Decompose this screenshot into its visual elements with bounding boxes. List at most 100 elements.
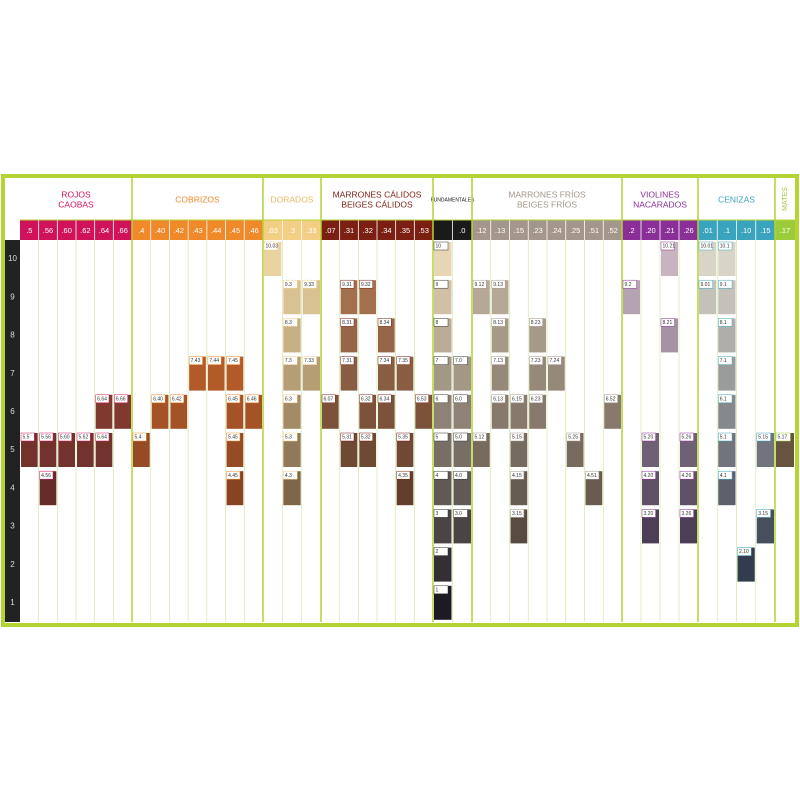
swatch-tag [510, 394, 525, 404]
swatch-color [39, 471, 57, 506]
swatch-tag [433, 241, 449, 251]
swatch-color [756, 509, 774, 544]
swatch: 7.1 [718, 356, 736, 391]
swatch-label: 8.31 [342, 320, 352, 326]
swatch-color [226, 356, 244, 391]
swatch: 10.01 [698, 241, 717, 276]
swatch-tag [453, 470, 468, 480]
swatch-color [510, 471, 528, 506]
swatch-tag [679, 509, 694, 518]
swatch-tag [604, 394, 618, 404]
swatch-color [491, 318, 509, 353]
swatch: 4.45 [226, 470, 244, 506]
shade-code: .10 [741, 226, 751, 235]
swatch: 2 [433, 547, 452, 582]
level-label: 9 [10, 292, 15, 301]
swatch: 10.03 [263, 241, 282, 276]
swatch-label: 4 [436, 473, 439, 479]
swatch: 7.35 [396, 356, 414, 391]
swatch-label: 9.32 [361, 282, 371, 288]
swatch-tag [718, 241, 733, 251]
shade-code: .31 [344, 226, 354, 235]
swatch-tag [433, 356, 449, 365]
swatch-label: 4.0 [455, 473, 462, 479]
swatch-color [434, 433, 452, 467]
swatch-color [434, 318, 452, 353]
swatch-color [699, 242, 717, 276]
swatch-tag [660, 318, 675, 327]
swatch-tag [698, 279, 714, 289]
swatch-color [434, 509, 452, 544]
swatch-tag [302, 356, 317, 365]
swatch: 9.33 [302, 279, 320, 315]
swatch-label: 8.13 [493, 320, 503, 326]
shade-code: .03 [267, 226, 277, 235]
swatch: 3 [433, 509, 452, 544]
swatch: 3.26 [679, 509, 697, 544]
swatch-color [718, 242, 736, 276]
swatch: 4.0 [453, 470, 471, 506]
swatch-label: 6.66 [116, 396, 126, 402]
swatch-label: 6 [436, 396, 439, 402]
swatch: 6.15 [510, 394, 528, 429]
swatch-color [226, 433, 244, 467]
swatch-label: 6.3 [285, 396, 292, 402]
group-title: DORADOS [271, 194, 314, 204]
swatch: 9 [433, 279, 452, 315]
swatch-color [378, 318, 395, 353]
swatch-color [434, 242, 452, 276]
swatch-color [491, 280, 509, 315]
swatch-label: 8.1 [720, 320, 727, 326]
swatch-label: 4.35 [398, 473, 408, 479]
swatch-label: 7.44 [209, 358, 219, 364]
swatch-label: 3.15 [758, 511, 768, 517]
swatch-color [283, 471, 301, 506]
swatch-tag [679, 470, 694, 480]
swatch: 4.56 [39, 470, 57, 506]
swatch-label: 3.15 [512, 511, 522, 517]
swatch: 5.1 [718, 432, 736, 467]
shade-code: .43 [192, 226, 202, 235]
swatch-color [340, 433, 358, 467]
swatch: 5.0 [453, 432, 471, 467]
swatch-tag [226, 470, 241, 480]
swatch: 5.32 [359, 432, 376, 467]
swatch-color [491, 356, 509, 391]
swatch-label: 5.1 [720, 435, 727, 441]
swatch-color [566, 433, 584, 467]
swatch-color [226, 394, 244, 429]
swatch: 4.51 [585, 470, 603, 506]
swatch-color [340, 356, 358, 391]
swatch-color [207, 356, 225, 391]
swatch-color [415, 394, 432, 429]
shade-code: .07 [325, 226, 335, 235]
swatch-color [604, 394, 621, 429]
swatch-color [434, 356, 452, 391]
swatch: 3.20 [641, 509, 659, 544]
swatch-label: 7.13 [493, 358, 503, 364]
swatch: 5.56 [39, 432, 57, 467]
swatch-label: 7.23 [531, 358, 541, 364]
swatch-color [473, 280, 490, 315]
swatch-tag [396, 470, 411, 480]
swatch-tag [756, 509, 771, 518]
swatch: 6.40 [151, 394, 169, 429]
swatch-color [340, 318, 358, 353]
swatch-color [718, 471, 736, 506]
swatch-color [21, 433, 38, 467]
swatch-label: 5.31 [342, 435, 352, 441]
swatch-tag [453, 356, 468, 365]
swatch-label: 4.56 [41, 473, 51, 479]
swatch-tag [433, 394, 449, 404]
swatch-tag [377, 318, 392, 327]
swatch: 7.3 [283, 356, 301, 391]
swatch-tag [170, 394, 185, 404]
swatch-color [737, 547, 755, 582]
swatch: 5.20 [641, 432, 659, 467]
swatch-tag [188, 356, 203, 365]
level-label: 4 [10, 483, 15, 492]
swatch-label: 4.51 [587, 473, 597, 479]
swatch-tag [529, 394, 543, 404]
swatch: 5 [433, 432, 452, 467]
swatch-color [623, 280, 640, 315]
